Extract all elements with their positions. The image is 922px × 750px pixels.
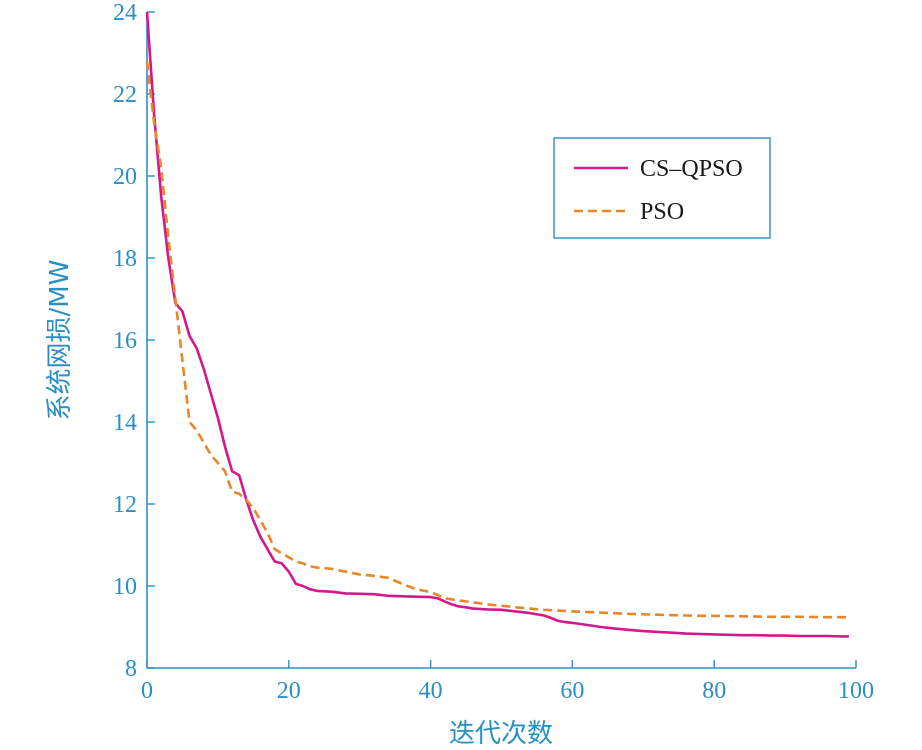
- y-tick-label: 16: [113, 328, 137, 354]
- x-axis-title: 迭代次数: [449, 719, 553, 749]
- y-tick-label: 14: [113, 410, 137, 436]
- series-line-cs-qpso: [145, 11, 849, 638]
- legend-box: [553, 137, 771, 239]
- x-tick-label: 0: [141, 678, 153, 704]
- y-axis-ticks: 8 10 12 14 16 18 20 22 24: [113, 0, 155, 682]
- y-tick-label: 24: [113, 0, 137, 26]
- y-tick-label: 18: [113, 246, 137, 272]
- y-axis-title: 系统网损/MW: [45, 260, 75, 421]
- y-tick-label: 20: [113, 164, 137, 190]
- x-tick-label: 80: [702, 678, 726, 704]
- x-tick-label: 60: [560, 678, 584, 704]
- y-tick-label: 10: [113, 574, 137, 600]
- x-tick-label: 20: [277, 678, 301, 704]
- legend-label-pso: PSO: [640, 199, 684, 225]
- x-tick-label: 40: [419, 678, 443, 704]
- legend-label-cs-qpso: CS–QPSO: [640, 156, 743, 182]
- y-tick-label: 22: [113, 82, 137, 108]
- x-axis-ticks: 0 20 40 60 80 100: [141, 660, 874, 704]
- x-tick-label: 100: [838, 678, 874, 704]
- y-tick-label: 8: [125, 656, 137, 682]
- y-tick-label: 12: [113, 492, 137, 518]
- series-lines: [145, 11, 849, 638]
- series-line-pso: [145, 61, 849, 619]
- legend: CS–QPSO PSO: [553, 137, 771, 239]
